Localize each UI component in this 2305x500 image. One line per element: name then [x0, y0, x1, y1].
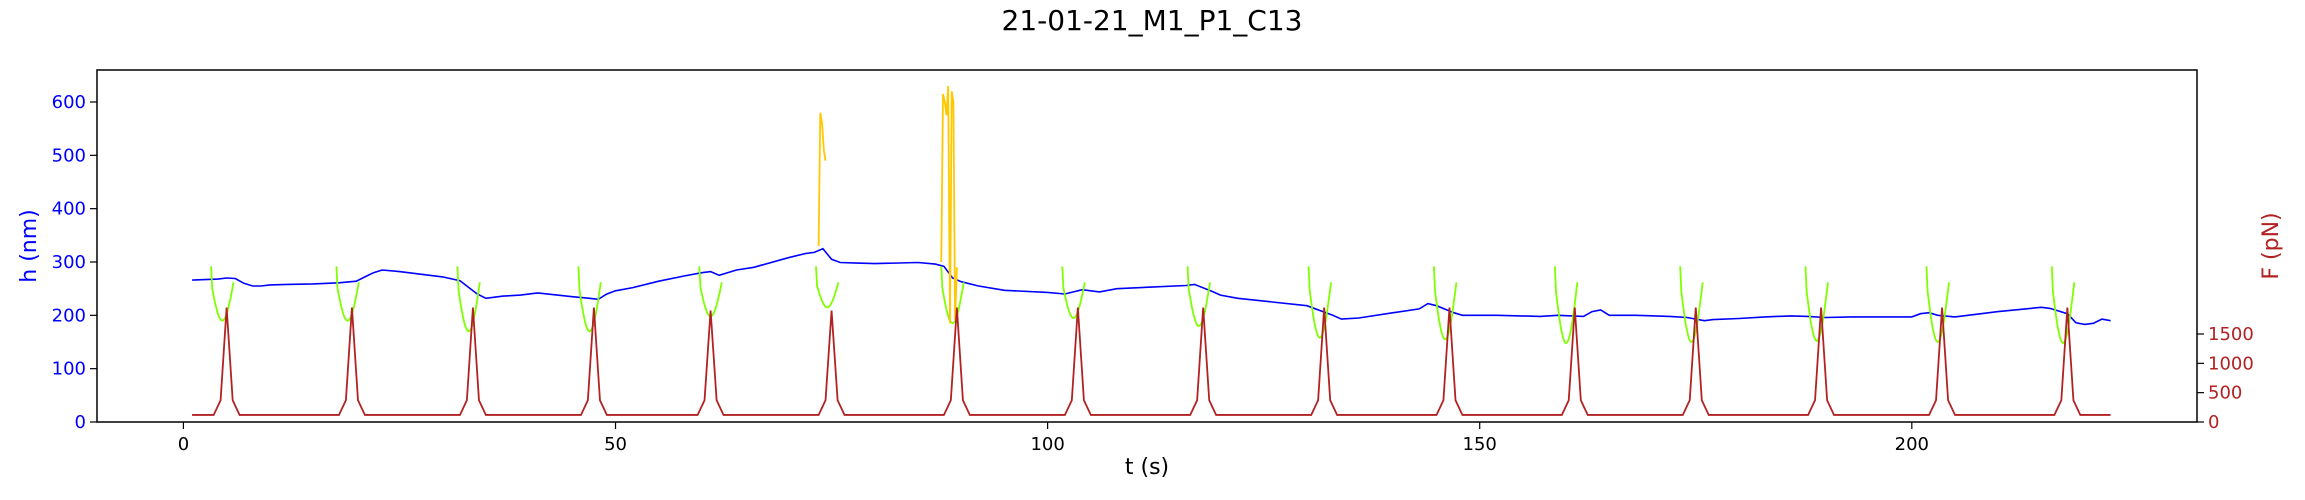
- compression-dip: [456, 266, 481, 333]
- y2-tick-label: 1000: [2208, 353, 2254, 374]
- x-tick-label: 0: [178, 434, 189, 455]
- y2-axis-label: F (pN): [2259, 212, 2284, 279]
- compression-dip: [1061, 266, 1086, 319]
- x-tick-label: 200: [1895, 434, 1929, 455]
- plot-area: [192, 85, 2111, 416]
- x-tick-label: 50: [604, 434, 627, 455]
- force-series-line: [192, 307, 2111, 416]
- spike-series-1: [817, 112, 827, 247]
- compression-dip: [2050, 266, 2076, 345]
- y-axis-right: 0 500 1000 1500: [2197, 324, 2254, 433]
- y-tick-label: 400: [52, 199, 86, 220]
- y-tick-label: 600: [52, 92, 86, 113]
- y2-tick-label: 500: [2208, 383, 2242, 404]
- y-tick-label: 0: [75, 412, 86, 433]
- compression-dip: [577, 266, 602, 333]
- height-series-line: [192, 247, 2111, 326]
- compression-dip: [1433, 266, 1458, 341]
- y-axis-label: h (nm): [17, 209, 42, 282]
- compression-dip: [210, 266, 235, 322]
- y-tick-label: 200: [52, 305, 86, 326]
- x-tick-label: 150: [1463, 434, 1497, 455]
- chart-title: 21-01-21_M1_P1_C13: [1002, 4, 1303, 37]
- compression-dip: [940, 266, 965, 325]
- compression-dip: [1307, 266, 1332, 339]
- y-tick-label: 100: [52, 359, 86, 380]
- compression-dip: [1804, 266, 1829, 342]
- x-axis-label: t (s): [1125, 455, 1169, 480]
- x-axis: 0 50 100 150 200: [178, 422, 1929, 455]
- y-tick-label: 300: [52, 252, 86, 273]
- y-tick-label: 500: [52, 145, 86, 166]
- compression-dip: [698, 266, 723, 318]
- y2-tick-label: 0: [2208, 412, 2219, 433]
- compression-dip: [1186, 266, 1211, 327]
- compression-dip: [1679, 266, 1704, 344]
- y2-tick-label: 1500: [2208, 324, 2254, 345]
- compression-dip: [1925, 266, 1950, 344]
- x-tick-label: 100: [1030, 434, 1064, 455]
- spike-series-2: [940, 85, 958, 324]
- compression-dip: [335, 266, 360, 322]
- compression-dip: [815, 266, 840, 309]
- y-axis-left: 0 100 200 300 400 500 600: [52, 92, 97, 433]
- axes-frame: [96, 69, 2198, 423]
